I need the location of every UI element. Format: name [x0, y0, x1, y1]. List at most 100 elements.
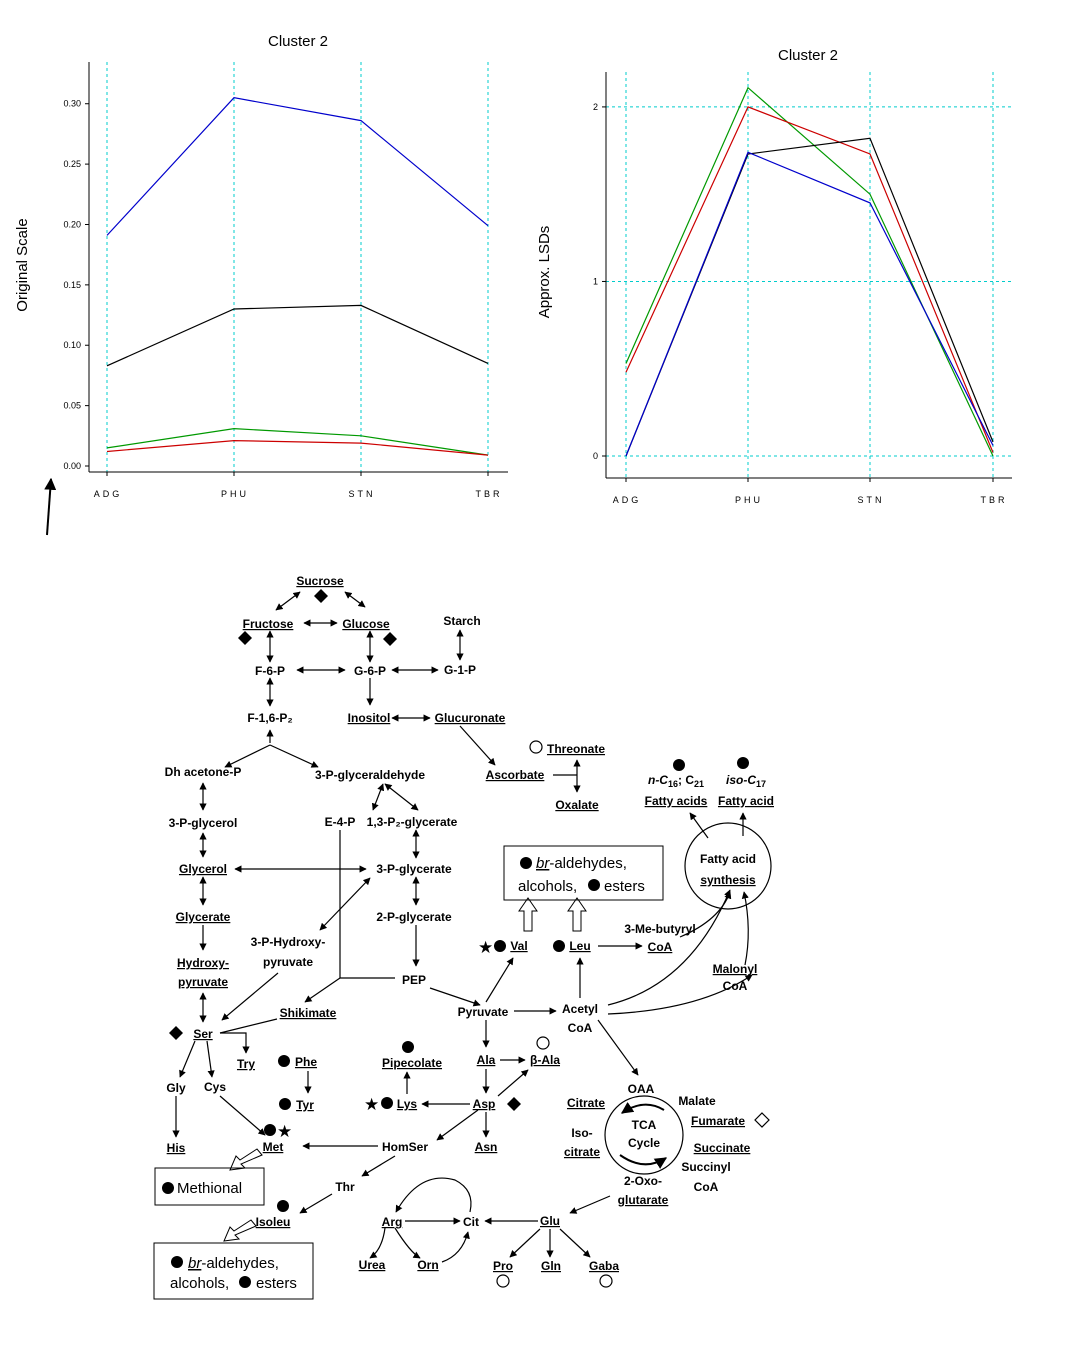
box-bottom-line1: br-aldehydes,	[188, 1255, 279, 1272]
node-g6p: G-6-P	[354, 664, 386, 678]
node-asp: Asp	[473, 1097, 496, 1111]
filled-circle-icon	[264, 1124, 276, 1136]
left-gridlines	[106, 62, 489, 472]
node-hydroxypyruvate-1: Hydroxy-	[177, 956, 229, 970]
x-tick-label: STN	[858, 495, 885, 505]
node-tca-1: TCA	[632, 1118, 657, 1132]
node-thr: Thr	[335, 1180, 355, 1194]
right-y-axis-label: Approx. LSDs	[536, 226, 553, 319]
node-glycerol: Glycerol	[179, 862, 227, 876]
node-try: Try	[237, 1057, 255, 1071]
y-tick-label: 0.30	[63, 99, 81, 109]
series-line	[625, 137, 994, 457]
node-dhacetonep: Dh acetone-P	[165, 765, 242, 779]
filled-circle-icon	[494, 940, 506, 952]
node-pyruvate: Pyruvate	[458, 1005, 509, 1019]
node-threonate: Threonate	[547, 742, 605, 756]
node-succinyl-coa: CoA	[694, 1180, 719, 1194]
node-pep: PEP	[402, 973, 426, 987]
node-inositol: Inositol	[348, 711, 391, 725]
y-tick-label: 0.15	[63, 280, 81, 290]
x-tick-label: PHU	[735, 495, 763, 505]
node-isocitrate-1: Iso-	[571, 1126, 592, 1140]
filled-circle-icon	[520, 857, 532, 869]
node-arg: Arg	[382, 1215, 403, 1229]
node-homser: HomSer	[382, 1140, 428, 1154]
pathway-edges	[172, 591, 753, 1263]
x-tick-label: ADG	[613, 495, 642, 505]
filled-circle-icon	[239, 1276, 251, 1288]
right-chart-title: Cluster 2	[778, 47, 838, 64]
diamond-filled-icon	[314, 589, 328, 603]
node-ascorbate: Ascorbate	[486, 768, 545, 782]
filled-circle-icon	[279, 1098, 291, 1110]
node-beta-ala: β-Ala	[530, 1053, 560, 1067]
node-succinate: Succinate	[694, 1141, 751, 1155]
filled-circle-icon	[588, 879, 600, 891]
node-oaa: OAA	[628, 1082, 655, 1096]
node-3p-hydroxypyruvate-2: pyruvate	[263, 955, 313, 969]
node-acetyl: Acetyl	[562, 1002, 598, 1016]
left-y-axis-label: Original Scale	[14, 218, 31, 311]
x-tick-label: ADG	[94, 489, 123, 499]
node-iso-c17: iso-C17	[726, 773, 766, 789]
y-tick-label: 0	[593, 451, 598, 461]
node-cys: Cys	[204, 1080, 226, 1094]
filled-circle-icon	[381, 1097, 393, 1109]
filled-circle-icon	[673, 759, 685, 771]
node-malonyl-coa: CoA	[723, 979, 748, 993]
box-methional: Methional	[177, 1180, 242, 1197]
node-gly: Gly	[166, 1081, 186, 1095]
node-3p-glycerol: 3-P-glycerol	[169, 816, 238, 830]
node-fatty-acids: Fatty acids	[645, 794, 708, 808]
node-citrate: Citrate	[567, 1096, 605, 1110]
node-shikimate: Shikimate	[280, 1006, 337, 1020]
star-icon: ★	[364, 1095, 379, 1115]
series-line	[625, 106, 994, 453]
filled-circle-icon	[553, 940, 565, 952]
series-line	[106, 304, 489, 367]
left-y-ticks: 0.00 0.05 0.10 0.15 0.20 0.25 0.30	[63, 99, 89, 471]
symbols: ★ ★ ★	[162, 589, 770, 1288]
node-glycerate: Glycerate	[176, 910, 231, 924]
left-chart-title: Cluster 2	[268, 33, 328, 50]
left-series	[106, 97, 489, 456]
x-tick-label: PHU	[221, 489, 249, 499]
node-3p-glyceraldehyde: 3-P-glyceraldehyde	[315, 768, 425, 782]
hollow-arrows	[223, 897, 587, 1242]
diamond-filled-icon	[383, 632, 397, 646]
open-circle-icon	[529, 740, 543, 754]
node-glucuronate: Glucuronate	[435, 711, 506, 725]
node-fumarate: Fumarate	[691, 1114, 745, 1128]
node-pipecolate: Pipecolate	[382, 1056, 442, 1070]
node-nc16-c21: n-C16; C21	[648, 773, 704, 789]
filled-circle-icon	[171, 1256, 183, 1268]
y-tick-label: 0.05	[63, 401, 81, 411]
node-ser: Ser	[193, 1027, 213, 1041]
filled-circle-icon	[278, 1055, 290, 1067]
node-fatty-acid: Fatty acid	[718, 794, 774, 808]
box-top-alcohols: alcohols,	[518, 878, 577, 895]
diamond-open-icon	[754, 1112, 770, 1128]
fatty-acid-synthesis-circle	[684, 822, 772, 910]
node-urea: Urea	[359, 1258, 386, 1272]
open-circle-icon	[599, 1274, 613, 1288]
right-x-ticks: ADG PHU STN TBR	[613, 478, 1005, 505]
node-ala: Ala	[477, 1053, 496, 1067]
node-sucrose: Sucrose	[296, 574, 344, 588]
right-gridlines	[606, 72, 1012, 478]
node-malonyl: Malonyl	[713, 962, 758, 976]
series-line	[106, 97, 489, 236]
node-g1p: G-1-P	[444, 663, 476, 677]
diamond-filled-icon	[507, 1097, 521, 1111]
node-hydroxypyruvate-2: pyruvate	[178, 975, 228, 989]
star-icon: ★	[478, 938, 493, 958]
node-leu: Leu	[569, 939, 590, 953]
node-gln: Gln	[541, 1259, 561, 1273]
pathway-labels: Sucrose Fructose Glucose Starch F-6-P G-…	[165, 574, 774, 1292]
diamond-filled-icon	[238, 631, 252, 645]
x-tick-label: STN	[349, 489, 376, 499]
node-3-me-butyryl: 3-Me-butyryl	[624, 922, 695, 936]
node-malate: Malate	[678, 1094, 716, 1108]
node-tca-2: Cycle	[628, 1136, 660, 1150]
